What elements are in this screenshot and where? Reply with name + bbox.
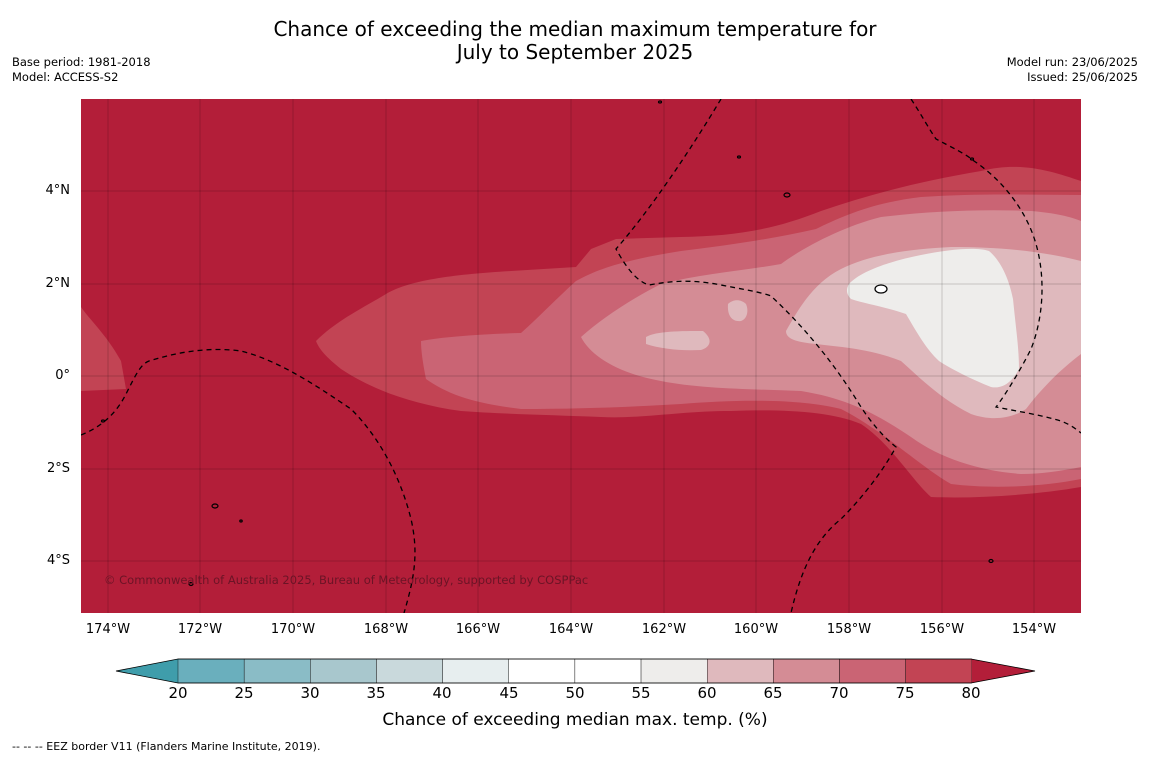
- cb-tick-75: 75: [895, 684, 915, 702]
- cb-tick-30: 30: [300, 684, 320, 702]
- lon-label-164w: 164°W: [548, 622, 594, 637]
- lon-label-172w: 172°W: [177, 622, 223, 637]
- colorbar-extend-high: [971, 659, 1035, 683]
- lon-label-158w: 158°W: [826, 622, 872, 637]
- colorbar-segments: [116, 658, 1035, 684]
- cb-tick-80: 80: [961, 684, 981, 702]
- cb-tick-25: 25: [234, 684, 254, 702]
- lon-label-160w: 160°W: [733, 622, 779, 637]
- lat-label-4s: 4°S: [46, 553, 70, 568]
- colorbar-segment: [376, 658, 443, 684]
- lat-label-2s: 2°S: [46, 461, 70, 476]
- colorbar-segment: [773, 658, 840, 684]
- meta-right: Model run: 23/06/2025 Issued: 25/06/2025: [1007, 55, 1138, 85]
- contour-blob-small: [646, 331, 710, 351]
- colorbar: [115, 658, 1036, 684]
- title-line-1: Chance of exceeding the median maximum t…: [273, 17, 877, 41]
- contour-75-80: [81, 307, 126, 391]
- colorbar-label: Chance of exceeding median max. temp. (%…: [382, 710, 768, 730]
- colorbar-extend-low: [116, 659, 178, 683]
- colorbar-segment: [243, 658, 311, 684]
- cb-tick-55: 55: [631, 684, 651, 702]
- eez-borders: [81, 99, 1081, 613]
- base-period: Base period: 1981-2018: [12, 55, 151, 69]
- colorbar-segment: [442, 658, 509, 684]
- lon-label-170w: 170°W: [270, 622, 316, 637]
- contour-blob-tiny: [727, 300, 748, 322]
- lat-label-4n: 4°N: [45, 183, 71, 198]
- colorbar-segment: [640, 658, 708, 684]
- graticule: [81, 99, 1081, 613]
- colorbar-outline: [115, 658, 1036, 684]
- colorbar-segment: [707, 658, 774, 684]
- island-kiritimati: [874, 284, 888, 294]
- cb-tick-45: 45: [499, 684, 519, 702]
- contour-55-60: [846, 248, 1019, 388]
- cb-tick-65: 65: [763, 684, 783, 702]
- cb-tick-70: 70: [829, 684, 849, 702]
- lon-label-174w: 174°W: [85, 622, 131, 637]
- chart-title: Chance of exceeding the median maximum t…: [0, 18, 1150, 64]
- lon-label-156w: 156°W: [919, 622, 965, 637]
- lat-label-2n: 2°N: [45, 276, 71, 291]
- lat-label-0: 0°: [55, 368, 70, 383]
- meta-left: Base period: 1981-2018 Model: ACCESS-S2: [12, 55, 151, 85]
- title-line-2: July to September 2025: [456, 40, 694, 64]
- map-panel: © Commonwealth of Australia 2025, Bureau…: [81, 99, 1081, 613]
- lon-label-168w: 168°W: [363, 622, 409, 637]
- colorbar-segment: [905, 658, 973, 684]
- colorbar-segment: [839, 658, 906, 684]
- map-svg: [81, 99, 1081, 613]
- cb-tick-40: 40: [432, 684, 452, 702]
- islands: [100, 100, 994, 587]
- lon-label-166w: 166°W: [455, 622, 501, 637]
- cb-tick-20: 20: [168, 684, 188, 702]
- colorbar-segment: [508, 658, 576, 684]
- colorbar-segment: [177, 658, 245, 684]
- model-name: Model: ACCESS-S2: [12, 70, 119, 84]
- colorbar-segment: [574, 658, 642, 684]
- cb-tick-60: 60: [697, 684, 717, 702]
- eez-footnote: -- -- -- EEZ border V11 (Flanders Marine…: [12, 740, 321, 753]
- cb-tick-50: 50: [565, 684, 585, 702]
- lon-label-162w: 162°W: [641, 622, 687, 637]
- issued-date: Issued: 25/06/2025: [1027, 70, 1138, 84]
- copyright-text: © Commonwealth of Australia 2025, Bureau…: [104, 573, 589, 587]
- lon-label-154w: 154°W: [1011, 622, 1057, 637]
- colorbar-segment: [310, 658, 377, 684]
- model-run: Model run: 23/06/2025: [1006, 55, 1138, 69]
- cb-tick-35: 35: [366, 684, 386, 702]
